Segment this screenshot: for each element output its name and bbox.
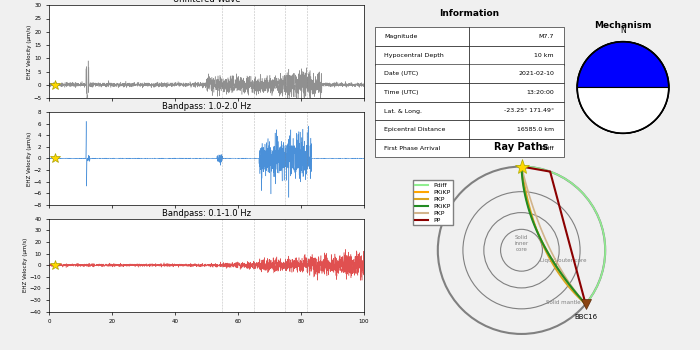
Title: Bandpass: 0.1-1.0 Hz: Bandpass: 0.1-1.0 Hz [162,209,251,218]
Text: Mechanism: Mechanism [594,21,652,30]
Y-axis label: EHZ Velocity (μm/s): EHZ Velocity (μm/s) [27,25,31,79]
Text: BBC16: BBC16 [574,314,597,320]
Legend: Pdiff, PKiKP, PKP, PKiKP, PKP, PP: Pdiff, PKiKP, PKP, PKiKP, PKP, PP [413,180,453,225]
Wedge shape [578,88,668,133]
Text: Liquid outer core: Liquid outer core [540,258,587,263]
Title: Ray Paths: Ray Paths [494,142,549,152]
Text: N: N [620,26,626,35]
Wedge shape [578,42,668,88]
Title: Bandpass: 1.0-2.0 Hz: Bandpass: 1.0-2.0 Hz [162,102,251,111]
Text: Information: Information [439,8,499,18]
Y-axis label: EHZ Velocity (μm/s): EHZ Velocity (μm/s) [23,238,28,292]
Title: Unfiltered Wave: Unfiltered Wave [173,0,240,5]
Text: Solid
inner
core: Solid inner core [514,235,528,252]
Y-axis label: EHZ Velocity (μm/s): EHZ Velocity (μm/s) [27,131,31,186]
Circle shape [578,42,668,133]
Text: Solid mantle: Solid mantle [546,300,581,304]
